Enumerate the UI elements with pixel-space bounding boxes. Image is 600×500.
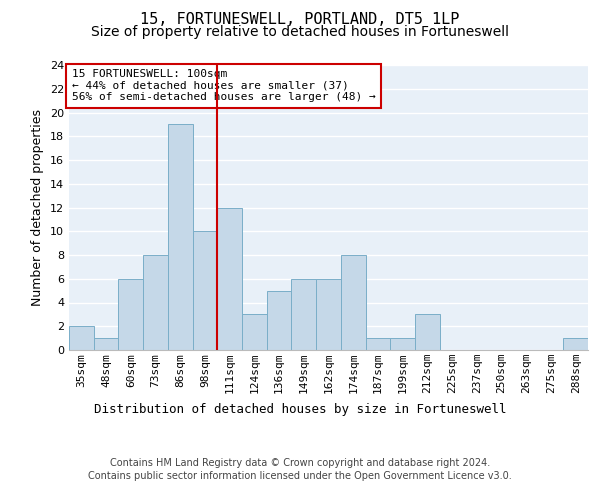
Text: 15 FORTUNESWELL: 100sqm
← 44% of detached houses are smaller (37)
56% of semi-de: 15 FORTUNESWELL: 100sqm ← 44% of detache… (71, 70, 376, 102)
Bar (168, 124, 193, 350)
Bar (341, 255, 365, 350)
Bar (217, 208, 242, 350)
Bar (365, 338, 390, 350)
Bar (193, 231, 217, 350)
Text: Contains HM Land Registry data © Crown copyright and database right 2024.: Contains HM Land Registry data © Crown c… (110, 458, 490, 468)
Bar (390, 338, 415, 350)
Text: Contains public sector information licensed under the Open Government Licence v3: Contains public sector information licen… (88, 471, 512, 481)
Bar (94, 338, 118, 350)
Bar (292, 279, 316, 350)
Text: Distribution of detached houses by size in Fortuneswell: Distribution of detached houses by size … (94, 402, 506, 415)
Bar (242, 314, 267, 350)
Text: 15, FORTUNESWELL, PORTLAND, DT5 1LP: 15, FORTUNESWELL, PORTLAND, DT5 1LP (140, 12, 460, 28)
Bar (267, 290, 292, 350)
Bar (118, 279, 143, 350)
Bar (316, 279, 341, 350)
Bar (143, 255, 168, 350)
Y-axis label: Number of detached properties: Number of detached properties (31, 109, 44, 306)
Bar (415, 314, 440, 350)
Bar (69, 326, 94, 350)
Bar (563, 338, 588, 350)
Text: Size of property relative to detached houses in Fortuneswell: Size of property relative to detached ho… (91, 25, 509, 39)
